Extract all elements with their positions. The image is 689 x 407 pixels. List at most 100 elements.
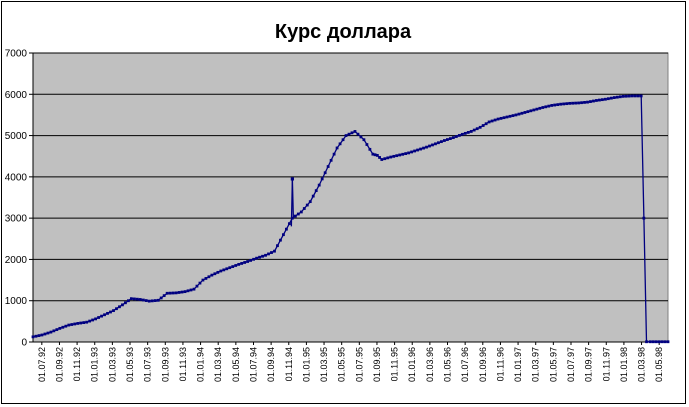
data-point [213, 272, 217, 276]
data-point [606, 97, 610, 101]
data-point [562, 102, 566, 106]
data-point [43, 332, 47, 336]
series-group [31, 94, 670, 344]
y-tick-label: 3000 [5, 214, 28, 225]
data-point [168, 291, 172, 295]
data-point [383, 157, 387, 161]
data-point [287, 222, 291, 226]
data-point [365, 143, 369, 146]
data-point [347, 132, 351, 136]
data-point [219, 269, 223, 273]
data-point [243, 261, 247, 264]
data-point [195, 284, 199, 288]
data-point [76, 322, 80, 325]
x-tick-label: 01.07.92 [37, 347, 47, 382]
data-point [592, 99, 595, 103]
data-point [305, 203, 309, 207]
data-point [627, 94, 631, 98]
y-tick-label: 5000 [5, 131, 28, 142]
data-point [457, 134, 461, 137]
data-point [255, 256, 258, 260]
data-point [401, 152, 405, 156]
data-point [630, 94, 634, 98]
data-point [443, 139, 446, 142]
data-point [85, 320, 89, 324]
data-point [451, 136, 455, 140]
data-point [299, 210, 303, 214]
x-tick-label: 01.09.97 [584, 347, 594, 382]
data-point [264, 253, 267, 257]
data-point [529, 109, 533, 113]
data-point [478, 125, 482, 129]
data-point [204, 277, 208, 280]
x-tick-label: 01.01.98 [619, 347, 629, 382]
data-point [132, 297, 136, 301]
data-point [532, 108, 536, 112]
data-point [276, 244, 279, 248]
data-point [571, 101, 575, 105]
data-point [603, 97, 607, 101]
data-point [636, 94, 640, 98]
data-point [67, 323, 71, 327]
data-point [380, 158, 384, 161]
data-point [514, 113, 518, 117]
data-point [586, 100, 589, 104]
data-point [373, 153, 377, 157]
data-point [431, 143, 434, 147]
data-point [413, 149, 416, 153]
data-point [237, 262, 241, 266]
data-point [535, 107, 539, 111]
data-point [103, 313, 106, 317]
data-point [162, 294, 166, 298]
data-point [249, 258, 253, 262]
data-point [326, 165, 330, 168]
data-point [31, 335, 35, 339]
data-point [94, 317, 98, 321]
x-axis-ticks: 01.07.92 01.09.92 01.11.92 01.01.93 01.03.93… [37, 342, 664, 382]
x-tick-label: 01.05.96 [443, 347, 453, 382]
data-point [210, 273, 214, 277]
data-point [201, 278, 205, 282]
data-point [580, 101, 583, 105]
data-point [55, 328, 59, 332]
x-tick-label: 01.01.93 [90, 347, 100, 382]
data-point [502, 116, 506, 120]
data-point [448, 137, 452, 140]
data-point [64, 324, 68, 328]
plot-area [32, 52, 669, 343]
data-point [371, 152, 375, 156]
data-point [505, 115, 509, 119]
x-tick-label: 01.07.97 [566, 347, 576, 382]
x-tick-label: 01.09.95 [372, 347, 382, 382]
data-point [97, 316, 100, 319]
data-point [192, 287, 196, 291]
data-point [320, 177, 324, 181]
data-point [228, 266, 232, 270]
data-point [645, 340, 648, 344]
data-point [150, 299, 154, 303]
x-tick-label: 01.11.95 [390, 347, 400, 381]
data-point [231, 265, 235, 268]
x-tick-label: 01.03.94 [213, 347, 223, 382]
data-point [550, 104, 554, 107]
data-point [240, 262, 244, 265]
data-point [156, 298, 160, 302]
y-tick-label: 0 [21, 338, 27, 349]
data-point [556, 103, 560, 107]
data-point [445, 138, 449, 141]
data-point [61, 325, 65, 329]
data-point [511, 114, 515, 118]
data-point [129, 297, 133, 301]
data-point [487, 120, 491, 124]
data-point [186, 289, 190, 293]
data-point [660, 340, 664, 344]
data-point [547, 104, 551, 108]
data-point [598, 98, 601, 102]
data-point [46, 331, 50, 335]
data-point [538, 106, 542, 110]
data-point [648, 340, 652, 344]
data-point [404, 152, 408, 155]
data-point [577, 101, 580, 105]
data-point [34, 334, 38, 338]
y-tick-label: 2000 [5, 255, 28, 266]
